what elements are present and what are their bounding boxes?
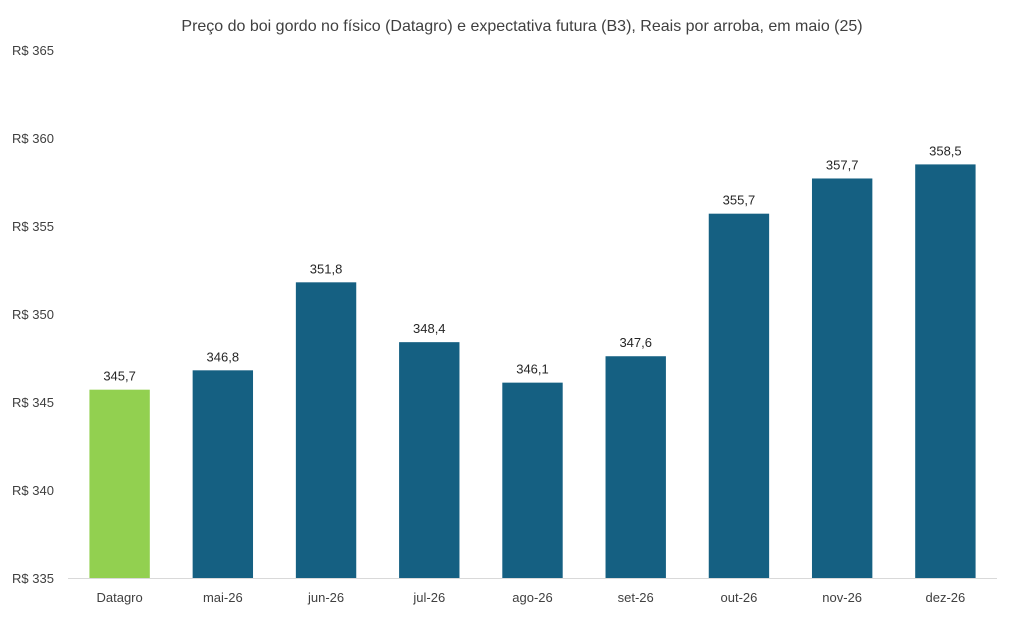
data-label: 351,8 [310,261,343,276]
y-tick-label: R$ 360 [12,131,54,146]
data-labels: 345,7 346,8 351,8 348,4 346,1 347,6 355,7 357,7… [103,143,961,383]
x-tick-label: Datagro [96,590,142,605]
data-label: 355,7 [723,193,756,208]
x-axis: Datagro mai-26 jun-26 jul-26 ago-26 set-26 out… [68,578,997,605]
x-tick-label: mai-26 [203,590,243,605]
bar [502,382,563,578]
bar [399,342,460,578]
bar [192,370,254,578]
data-label: 357,7 [826,157,859,172]
y-tick-label: R$ 345 [12,395,54,410]
y-axis: R$ 335 R$ 340 R$ 345 R$ 350 R$ 355 R$ 360 R$ 3… [12,43,54,586]
data-label: 348,4 [413,321,446,336]
bar [605,356,666,578]
x-tick-label: ago-26 [512,590,552,605]
data-label: 346,8 [207,349,240,364]
data-label: 346,1 [516,362,549,377]
x-tick-label: set-26 [618,590,654,605]
y-tick-label: R$ 350 [12,307,54,322]
y-tick-label: R$ 365 [12,43,54,58]
y-tick-label: R$ 355 [12,219,54,234]
bar [708,213,770,578]
data-label: 358,5 [929,143,962,158]
data-label: 345,7 [103,369,136,384]
x-tick-label: dez-26 [926,590,966,605]
x-tick-label: nov-26 [822,590,862,605]
bar [295,282,357,578]
bar [89,389,150,578]
y-tick-label: R$ 340 [12,483,54,498]
bar [915,164,976,578]
y-tick-label: R$ 335 [12,571,54,586]
chart-title: Preço do boi gordo no físico (Datagro) e… [181,18,862,35]
x-tick-label: jul-26 [412,590,445,605]
data-label: 347,6 [619,335,652,350]
bar [811,178,873,579]
x-tick-label: jun-26 [307,590,344,605]
bar-series [89,164,976,579]
x-tick-label: out-26 [721,590,758,605]
